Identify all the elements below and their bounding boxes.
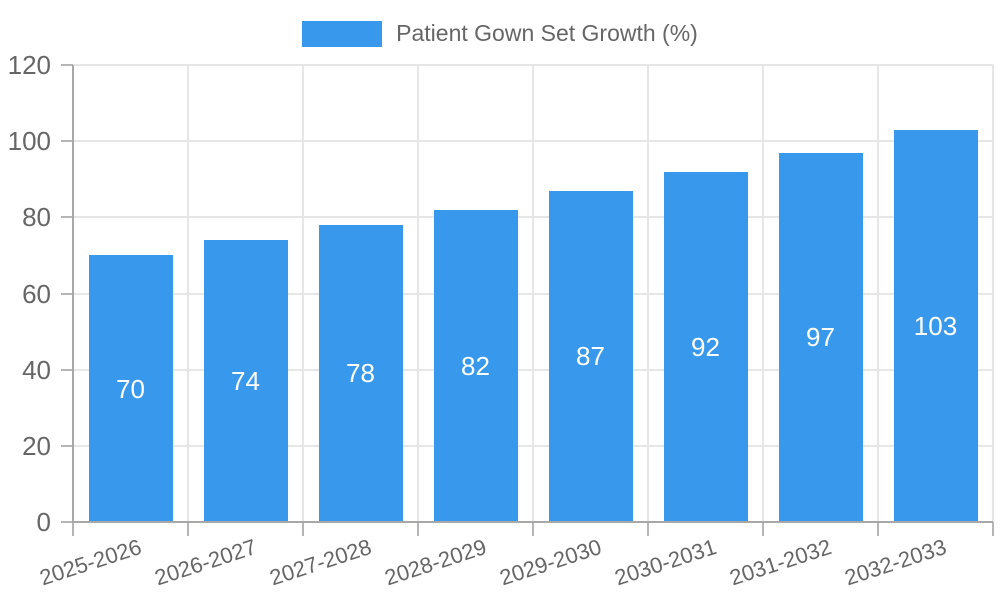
x-axis-tick <box>417 522 419 536</box>
x-axis-tick <box>532 522 534 536</box>
bar[interactable]: 70 <box>88 255 173 522</box>
bar[interactable]: 74 <box>203 240 288 522</box>
y-axis-tick <box>61 216 73 219</box>
legend[interactable]: Patient Gown Set Growth (%) <box>0 20 1000 47</box>
y-axis-tick <box>61 292 73 295</box>
bar[interactable]: 92 <box>663 171 748 522</box>
y-axis-tick <box>61 444 73 447</box>
x-axis-tick <box>302 522 304 536</box>
bar-value-label: 87 <box>576 341 605 372</box>
x-axis-tick <box>762 522 764 536</box>
bar[interactable]: 82 <box>433 209 518 522</box>
bar-value-label: 70 <box>116 373 145 404</box>
bar-value-label: 97 <box>806 322 835 353</box>
bar-value-label: 82 <box>461 350 490 381</box>
plot-area[interactable]: 0 20 40 60 80 100 120 70 2025-2026 74 2026-2027 78 2… <box>8 50 994 590</box>
y-axis-tick-label: 80 <box>22 202 51 233</box>
gridline-vertical <box>417 65 419 522</box>
bar[interactable]: 78 <box>318 224 403 522</box>
y-axis-tick <box>61 521 73 523</box>
gridline-vertical <box>762 65 764 522</box>
legend-swatch <box>302 20 383 47</box>
gridline-vertical <box>532 65 534 522</box>
gridline-vertical <box>877 65 879 522</box>
bar-value-label: 92 <box>691 331 720 362</box>
x-axis-tick <box>877 522 879 536</box>
gridline-vertical <box>302 65 304 522</box>
bar-value-label: 74 <box>231 366 260 397</box>
y-axis-tick-label: 40 <box>22 354 51 385</box>
y-axis-tick-label: 120 <box>7 50 51 80</box>
x-axis-line <box>72 521 993 523</box>
y-axis-tick <box>61 368 73 371</box>
gridline-vertical <box>647 65 649 522</box>
y-axis-line <box>72 65 74 522</box>
y-axis-tick <box>61 64 73 66</box>
x-axis-tick <box>72 522 74 536</box>
x-axis-tick <box>187 522 189 536</box>
bar-value-label: 78 <box>346 358 375 389</box>
gridline-vertical <box>992 65 994 522</box>
x-axis-tick <box>647 522 649 536</box>
bar[interactable]: 87 <box>548 190 633 522</box>
bar[interactable]: 103 <box>893 129 978 522</box>
y-axis-tick-label: 0 <box>36 507 51 537</box>
y-axis-tick-label: 60 <box>22 278 51 309</box>
bar[interactable]: 97 <box>778 152 863 522</box>
legend-label: Patient Gown Set Growth (%) <box>396 20 698 46</box>
bar-value-label: 103 <box>913 310 958 341</box>
y-axis-tick-label: 20 <box>22 430 51 461</box>
x-axis-tick <box>992 522 994 536</box>
gridline-vertical <box>187 65 189 522</box>
y-axis-tick-label: 100 <box>7 126 51 157</box>
y-axis-tick <box>61 140 73 143</box>
